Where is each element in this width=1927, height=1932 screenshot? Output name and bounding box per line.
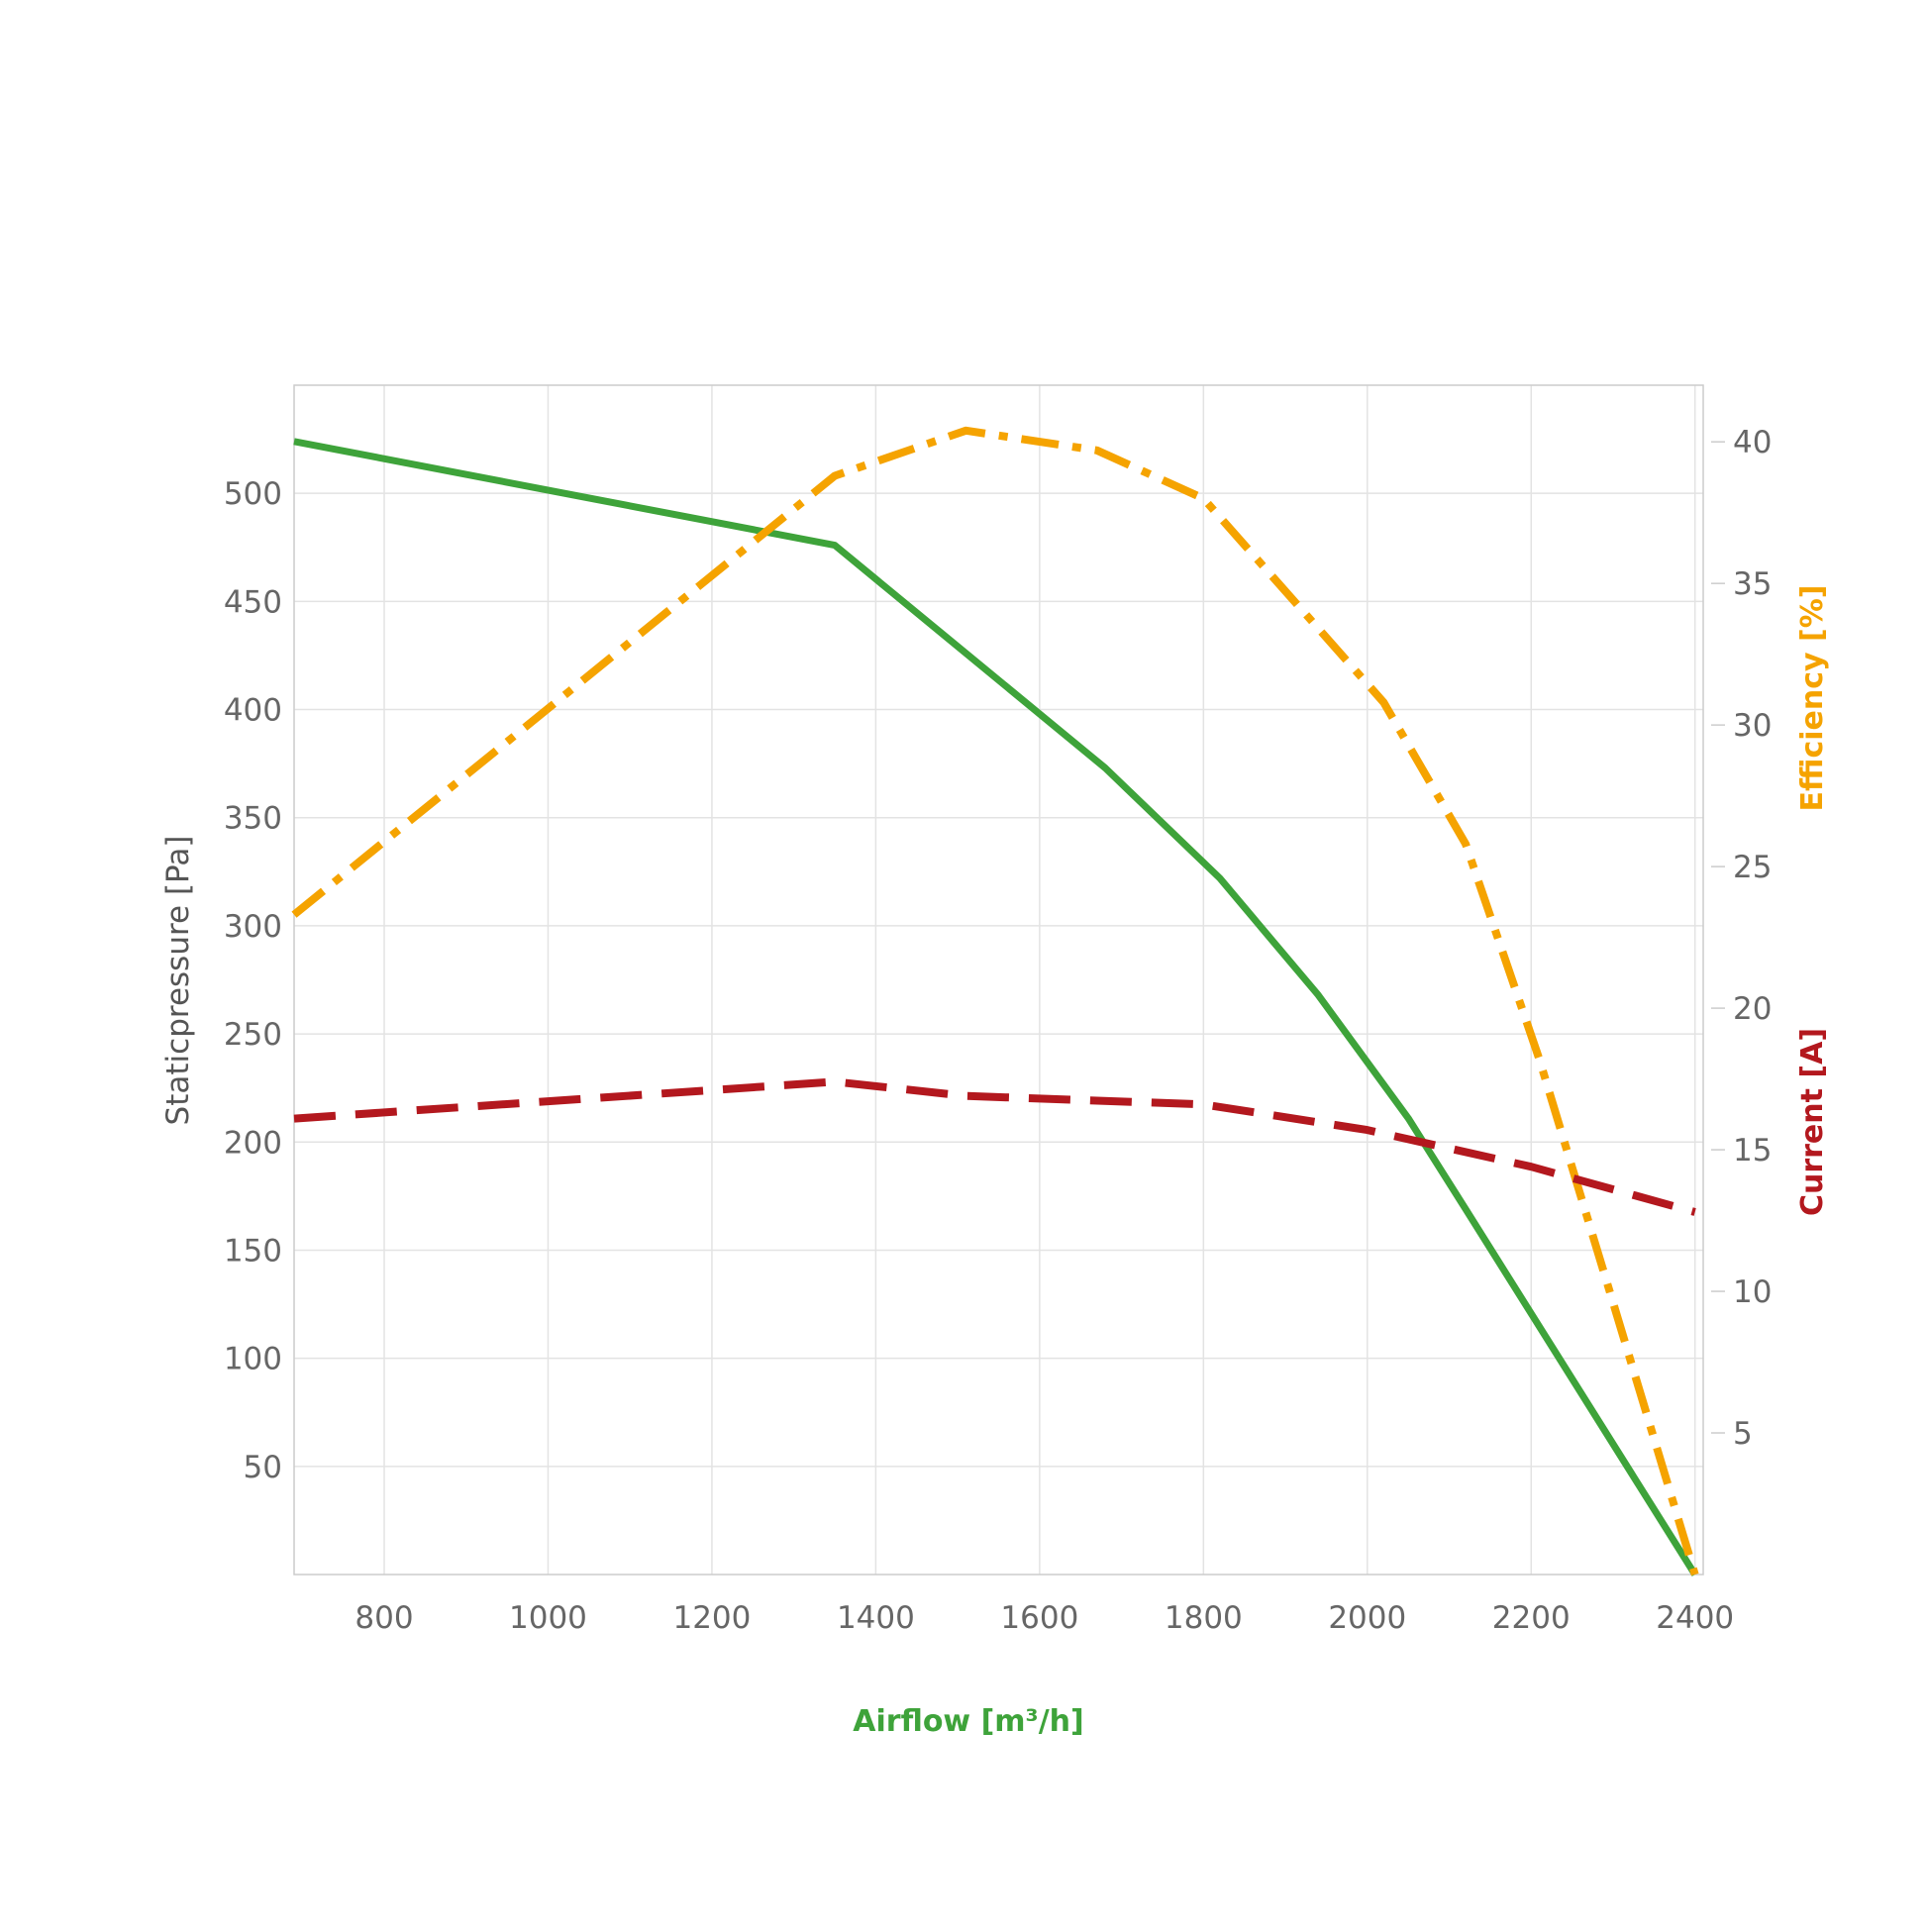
x-tick-label: 2400 — [1656, 1600, 1734, 1636]
plot-background — [294, 385, 1703, 1575]
plot-frame — [293, 384, 1704, 1576]
y-right-tick-label: 40 — [1733, 425, 1772, 460]
x-axis-title: Airflow [m³/h] — [853, 1704, 1083, 1739]
y-left-tick-label: 400 — [224, 693, 282, 729]
y-right-tick-label: 15 — [1733, 1133, 1772, 1169]
grid-lines — [294, 385, 1703, 1575]
x-tick-label: 1000 — [509, 1600, 587, 1636]
x-tick-label: 1600 — [1000, 1600, 1078, 1636]
y-right-tick-label: 35 — [1733, 566, 1772, 602]
y-left-tick-label: 150 — [224, 1233, 282, 1269]
x-tick-label: 1200 — [672, 1600, 751, 1636]
y-axis-left-title: Staticpressure [Pa] — [160, 836, 196, 1126]
y-left-tick-label: 50 — [244, 1450, 282, 1485]
y-right-tick-label: 25 — [1733, 850, 1772, 885]
series-line-current — [293, 1077, 1696, 1216]
y-axis-right-current-title: Current [A] — [1795, 1028, 1830, 1216]
y-left-tick-label: 300 — [224, 909, 282, 945]
x-tick-label: 2000 — [1328, 1600, 1406, 1636]
y-left-tick-label: 500 — [224, 476, 282, 512]
x-tick-label: 1800 — [1165, 1600, 1243, 1636]
y-left-tick-label: 450 — [224, 584, 282, 620]
x-tick-label: 1400 — [837, 1600, 915, 1636]
x-tick-label: 2200 — [1492, 1600, 1571, 1636]
series-lines — [291, 426, 1699, 1576]
y-right-tick-label: 5 — [1733, 1416, 1753, 1452]
y-left-tick-label: 350 — [224, 801, 282, 837]
y-axis-right-efficiency-title: Efficiency [%] — [1795, 585, 1830, 812]
y-right-tick-label: 10 — [1733, 1274, 1772, 1310]
x-tick-label: 800 — [355, 1600, 413, 1636]
y-left-tick-label: 200 — [224, 1125, 282, 1161]
y-right-tick-label: 30 — [1733, 708, 1772, 744]
y-left-tick-label: 250 — [224, 1017, 282, 1053]
y-right-tick-label: 20 — [1733, 991, 1772, 1027]
tick-labels: 800 1000 1200 1400 1600 1800 2000 2200 2400 50 100… — [224, 425, 1773, 1636]
y-left-tick-label: 100 — [224, 1342, 282, 1377]
series-line-pressure — [293, 438, 1698, 1576]
